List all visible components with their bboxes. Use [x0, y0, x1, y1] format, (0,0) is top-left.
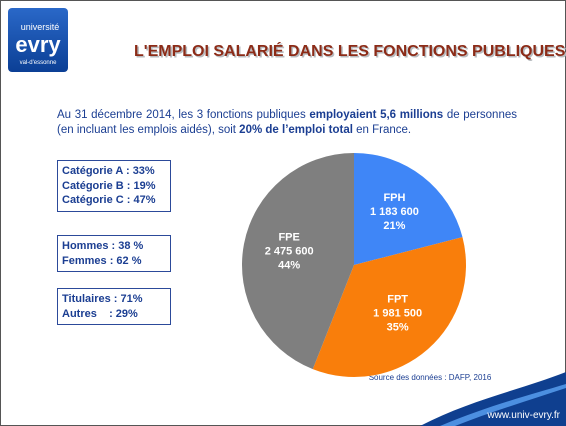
- info-line: Catégorie B : 19%: [62, 179, 156, 192]
- logo-top: université: [21, 22, 60, 32]
- slice-value: 35%: [387, 322, 409, 334]
- title: L'EMPLOI SALARIÉ DANS LES FONCTIONS PUBL…: [134, 41, 566, 60]
- slice-count: 1 981 500: [373, 308, 422, 320]
- info-line: Femmes : 62 %: [62, 254, 142, 267]
- pie-slice: [241, 153, 354, 370]
- intro-part: de personnes (en incluant les emplois ai…: [57, 109, 517, 136]
- info-line: Catégorie A : 33%: [62, 165, 155, 177]
- pie-slice: [354, 153, 463, 265]
- url: www.univ-evry.fr: [486, 410, 560, 421]
- source: Source des données : DAFP, 2016: [369, 373, 492, 382]
- slice-value: 21%: [383, 220, 405, 232]
- info-box: Titulaires : 71% Autres : 29%: [57, 288, 171, 325]
- slice-name: FPT: [387, 294, 408, 306]
- intro-part: en France.: [352, 124, 412, 136]
- info-box: Hommes : 38 % Femmes : 62 %: [57, 235, 171, 272]
- footer-swoosh-light: [440, 384, 566, 426]
- slice-count: 1 183 600: [370, 206, 419, 218]
- intro-part: Au 31 décembre 2014, les 3 fonctions pub…: [57, 109, 310, 121]
- title-shadow: L'EMPLOI SALARIÉ DANS LES FONCTIONS PUBL…: [136, 43, 566, 62]
- info-line: Titulaires : 71%: [62, 293, 143, 305]
- info-line: Catégorie C : 47%: [62, 194, 156, 206]
- info-line: Autres : 29%: [62, 307, 138, 320]
- slice-name: FPE: [278, 232, 299, 244]
- intro: Au 31 décembre 2014, les 3 fonctions pub…: [57, 108, 517, 138]
- slice-value: 44%: [278, 260, 300, 272]
- logo-bottom: val-d'essonne: [20, 60, 57, 66]
- slice-count: 2 475 600: [265, 246, 314, 258]
- logo-box: [8, 8, 68, 72]
- intro-part: employaient 5,6 millions: [309, 109, 444, 121]
- info-line: Hommes : 38 %: [62, 240, 144, 252]
- slice-name: FPH: [383, 192, 405, 204]
- pie-slice: [312, 237, 467, 377]
- pie: FPH 1 183 600 21% FPT 1 981 500 35% FPE 2 475 6…: [241, 153, 467, 377]
- info-box: Catégorie A : 33% Catégorie B : 19% Catégo…: [57, 160, 171, 212]
- logo-name: evry: [15, 32, 61, 57]
- footer-swoosh: [420, 372, 566, 426]
- intro-part: 20% de l’emploi total: [239, 124, 353, 136]
